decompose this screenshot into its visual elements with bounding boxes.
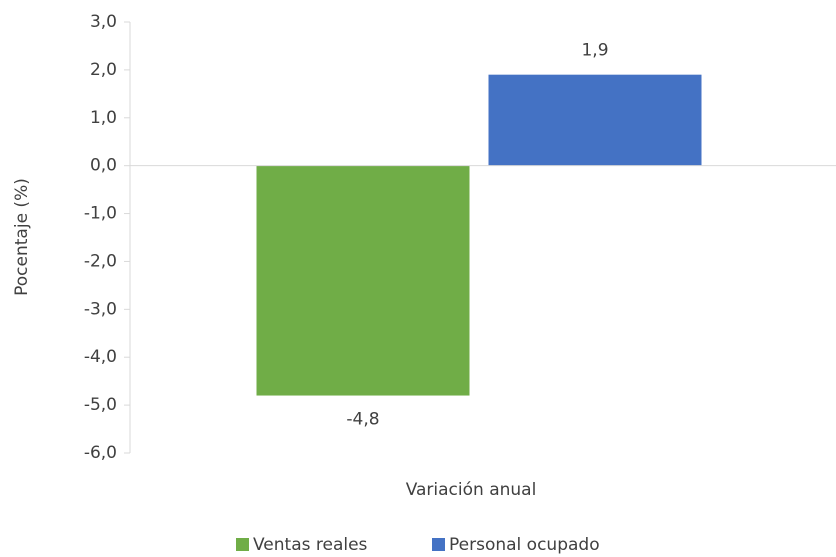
value-label: 1,9 (581, 41, 608, 61)
y-tick-label: 0,0 (90, 156, 117, 176)
y-tick-label: -6,0 (84, 443, 117, 463)
legend-label: Ventas reales (253, 535, 368, 555)
y-tick-label: -2,0 (84, 251, 117, 271)
bar (488, 74, 702, 166)
x-tick-label: Variación anual (406, 480, 537, 500)
legend-swatch (432, 538, 445, 551)
legend-swatch (236, 538, 249, 551)
legend-label: Personal ocupado (449, 535, 600, 555)
y-tick-label: -3,0 (84, 299, 117, 319)
y-axis-title: Pocentaje (%) (12, 178, 32, 296)
y-tick-label: 2,0 (90, 60, 117, 80)
bar (256, 165, 470, 396)
y-tick-label: -1,0 (84, 204, 117, 224)
y-tick-label: -4,0 (84, 347, 117, 367)
y-tick-label: 1,0 (90, 108, 117, 128)
y-tick-label: 3,0 (90, 12, 117, 32)
value-label: -4,8 (346, 410, 379, 430)
y-tick-label: -5,0 (84, 395, 117, 415)
